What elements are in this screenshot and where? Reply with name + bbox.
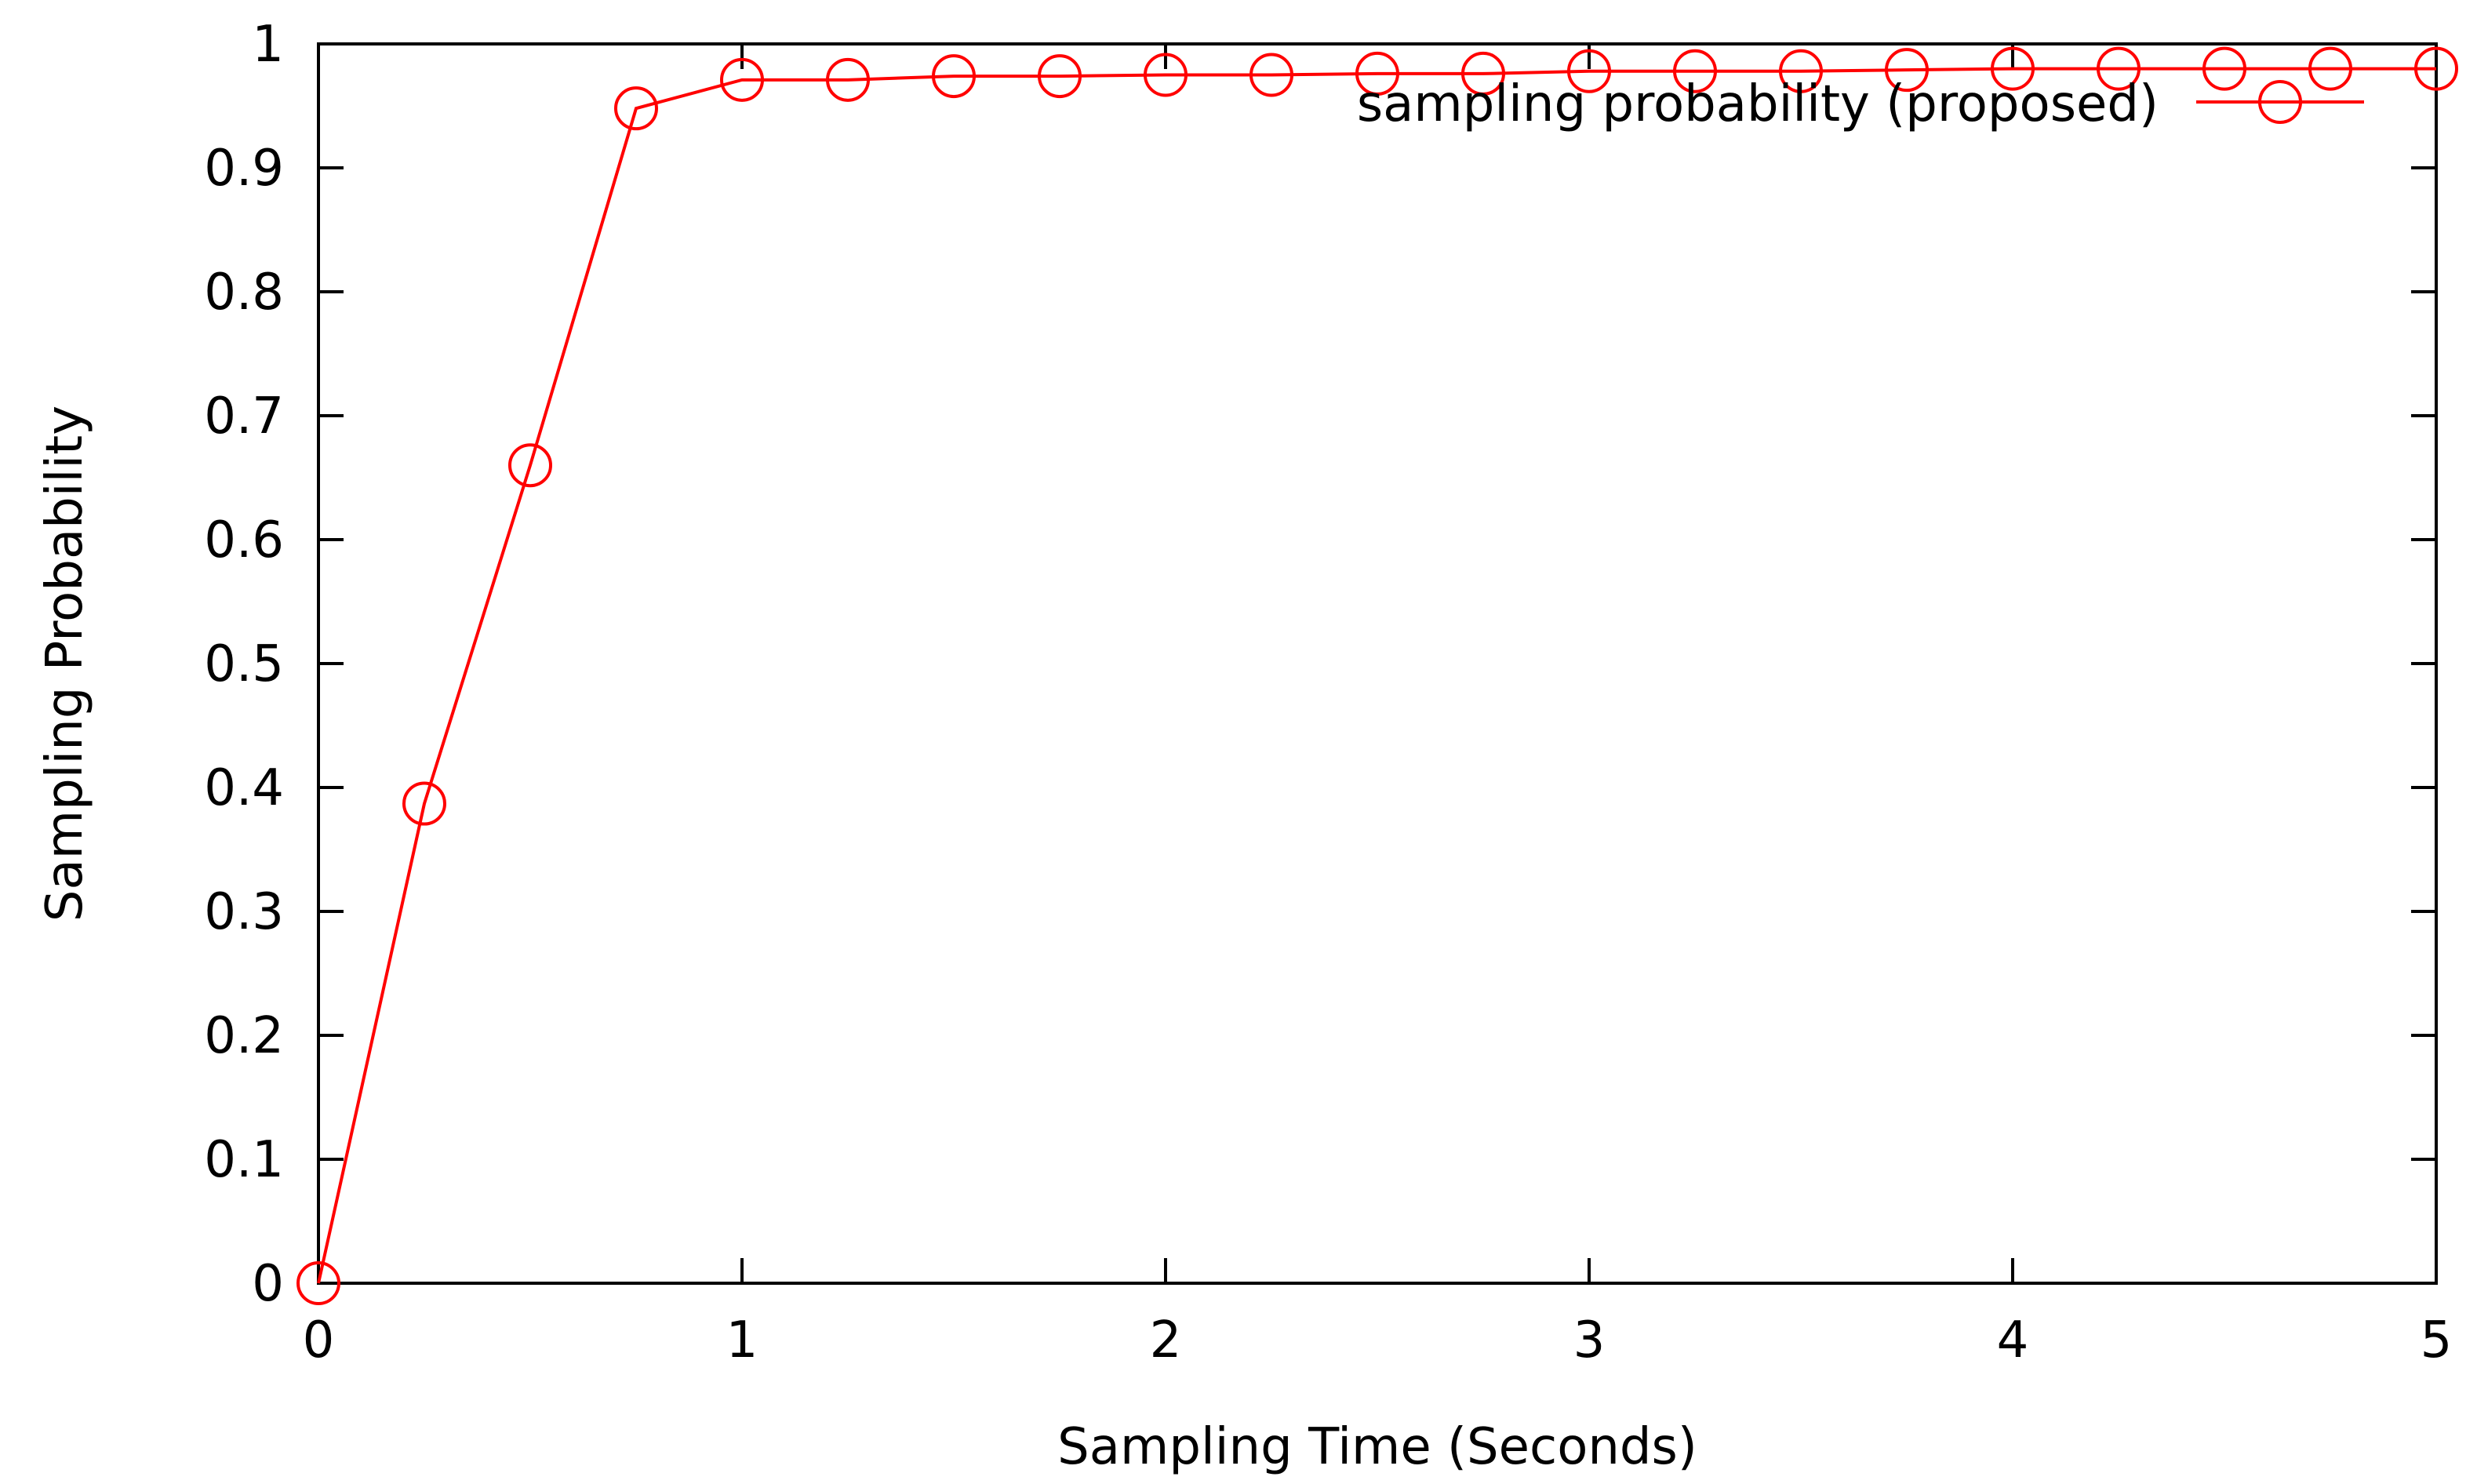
legend-marker [2258, 80, 2302, 124]
data-point [1991, 46, 2035, 91]
data-point [1779, 49, 1823, 93]
plot-frame [317, 42, 2438, 1285]
data-point [932, 54, 976, 99]
data-point [1673, 49, 1717, 93]
data-point [2414, 46, 2458, 91]
data-point [296, 1261, 340, 1305]
x-tick-label: 0 [303, 1311, 335, 1369]
x-tick-label: 2 [1150, 1311, 1182, 1369]
data-point [720, 57, 764, 102]
legend: sampling probability (proposed) [1357, 75, 2364, 133]
y-axis-label: Sampling Probability [36, 406, 94, 922]
y-tick-label: 0.6 [204, 511, 284, 569]
series-line [317, 67, 2436, 1284]
data-point [1461, 51, 1505, 96]
data-point [1249, 53, 1293, 97]
legend-label: sampling probability (proposed) [1357, 75, 2159, 133]
data-point [2202, 46, 2246, 91]
data-point [826, 57, 870, 102]
tick-labels: 0 1 2 3 4 5 0 0.1 0.2 0.3 0.4 0.5 0.6 0.7 0.8 0.9 1 [204, 16, 2452, 1369]
y-tick-label: 0.1 [204, 1131, 284, 1189]
x-tick-label: 1 [726, 1311, 758, 1369]
y-tick-label: 0.7 [204, 387, 284, 446]
x-axis-label: Sampling Time (Seconds) [1057, 1418, 1697, 1476]
y-tick-label: 0.8 [204, 264, 284, 322]
x-tick-label: 5 [2421, 1311, 2453, 1369]
y-tick-label: 0.4 [204, 759, 284, 817]
x-tick-label: 3 [1573, 1311, 1606, 1369]
data-point [402, 781, 446, 826]
data-point [1144, 53, 1188, 97]
data-point [614, 86, 658, 131]
y-tick-label: 0 [252, 1255, 284, 1313]
y-tick-label: 0.2 [204, 1007, 284, 1065]
x-tick-label: 4 [1997, 1311, 2029, 1369]
y-tick-label: 0.5 [204, 635, 284, 693]
data-point [1567, 49, 1611, 93]
data-point [508, 443, 552, 488]
series-layer [296, 46, 2458, 1305]
data-point [1038, 54, 1082, 99]
axis-ticks [317, 42, 2438, 1285]
y-tick-label: 0.9 [204, 140, 284, 198]
data-point [2308, 46, 2352, 91]
data-point [2097, 46, 2141, 91]
data-point [1355, 51, 1399, 96]
y-tick-label: 0.3 [204, 883, 284, 941]
y-tick-label: 1 [252, 16, 284, 74]
data-point [1885, 48, 1929, 93]
